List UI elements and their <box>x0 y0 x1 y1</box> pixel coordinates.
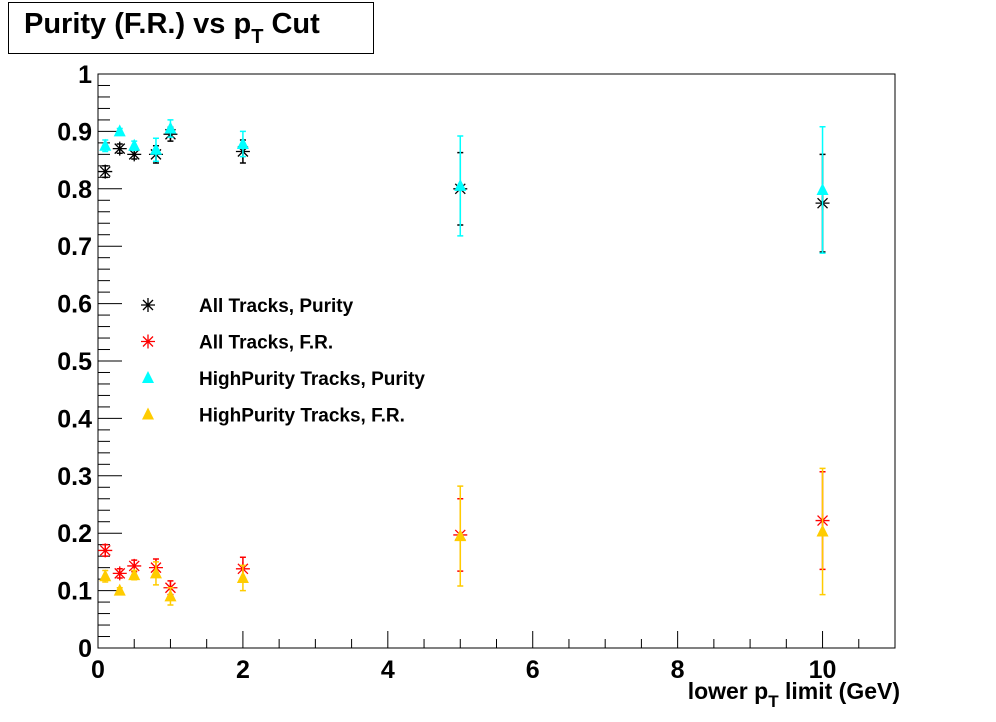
star-marker <box>127 558 142 573</box>
y-tick-label: 0.2 <box>57 520 92 548</box>
triangle-marker <box>164 121 177 134</box>
x-tick-label: 4 <box>381 656 395 684</box>
series-2 <box>99 119 829 254</box>
x-axis-label: lower pT limit (GeV) <box>688 678 900 711</box>
x-tick-label: 0 <box>91 656 105 684</box>
x-tick-label: 2 <box>236 656 250 684</box>
y-tick-label: 0.5 <box>57 348 92 376</box>
triangle-marker <box>816 524 829 537</box>
series-1 <box>98 471 830 596</box>
legend-label: All Tracks, Purity <box>199 296 354 317</box>
triangle-marker <box>149 566 162 579</box>
triangle-marker <box>236 137 249 150</box>
chart-title: Purity (F.R.) vs pT Cut <box>24 8 320 48</box>
plot-frame <box>97 73 896 649</box>
legend-label: HighPurity Tracks, F.R. <box>199 406 405 427</box>
star-marker <box>112 141 127 156</box>
star-marker <box>112 566 127 581</box>
legend-label: HighPurity Tracks, Purity <box>199 369 425 390</box>
y-tick-label: 0.9 <box>57 118 92 146</box>
triangle-marker <box>142 371 154 383</box>
triangle-marker <box>454 529 467 542</box>
triangle-marker <box>128 568 141 581</box>
series-3 <box>99 467 829 606</box>
y-tick-label: 0.8 <box>57 176 92 204</box>
y-tick-label: 0.1 <box>57 578 92 606</box>
y-tick-label: 0.3 <box>57 463 92 491</box>
y-tick-label: 0.6 <box>57 291 92 319</box>
star-marker <box>98 164 113 179</box>
triangle-marker <box>99 138 112 151</box>
triangle-marker <box>149 142 162 155</box>
y-tick-label: 0.7 <box>57 233 92 261</box>
star-marker <box>127 147 142 162</box>
star-marker <box>141 298 155 312</box>
x-tick-label: 8 <box>671 656 685 684</box>
triangle-marker <box>816 182 829 195</box>
legend-label: All Tracks, F.R. <box>199 333 333 354</box>
x-tick-label: 6 <box>526 656 540 684</box>
x-tick-label: 10 <box>809 656 837 684</box>
triangle-marker <box>142 407 154 420</box>
triangle-marker <box>113 583 126 596</box>
triangle-marker <box>113 124 126 137</box>
triangle-marker <box>236 570 249 583</box>
triangle-marker <box>164 589 177 602</box>
y-tick-label: 0.4 <box>57 405 92 433</box>
triangle-marker <box>99 569 112 582</box>
title-box <box>8 2 374 54</box>
star-marker <box>98 543 113 558</box>
triangle-marker <box>454 178 467 191</box>
legend: All Tracks, Purity All Tracks, F.R. HighPu… <box>141 296 425 427</box>
triangle-marker <box>128 138 141 151</box>
y-tick-label: 1 <box>78 61 92 89</box>
star-marker <box>141 334 155 349</box>
y-tick-label: 0 <box>78 635 92 663</box>
